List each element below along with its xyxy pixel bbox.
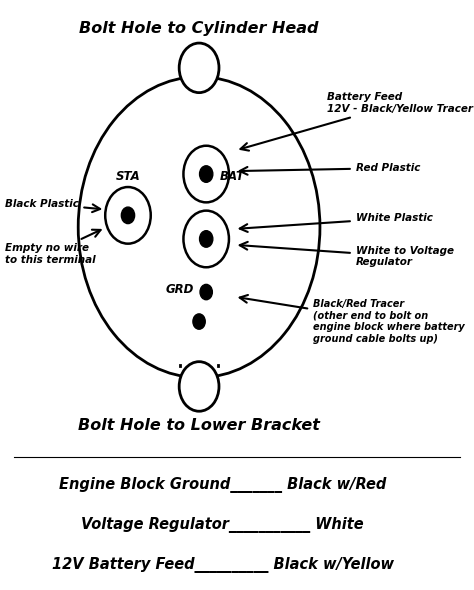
Circle shape [200, 231, 213, 247]
Text: White Plastic: White Plastic [240, 214, 432, 232]
Text: White to Voltage
Regulator: White to Voltage Regulator [240, 242, 454, 267]
Text: Bolt Hole to Cylinder Head: Bolt Hole to Cylinder Head [79, 21, 319, 36]
Text: Black/Red Tracer
(other end to bolt on
engine block where battery
ground cable b: Black/Red Tracer (other end to bolt on e… [240, 295, 465, 344]
Text: Battery Feed
12V - Black/Yellow Tracer: Battery Feed 12V - Black/Yellow Tracer [240, 93, 473, 150]
Circle shape [78, 77, 320, 378]
Circle shape [105, 187, 151, 244]
Circle shape [200, 284, 212, 300]
Text: Empty no wire
to this terminal: Empty no wire to this terminal [5, 230, 100, 264]
Circle shape [121, 207, 135, 224]
Text: 12V Battery Feed__________ Black w/Yellow: 12V Battery Feed__________ Black w/Yello… [52, 557, 394, 573]
Text: Black Plastic: Black Plastic [5, 199, 100, 212]
Circle shape [179, 43, 219, 93]
Circle shape [183, 146, 229, 202]
Circle shape [179, 362, 219, 411]
Text: Bolt Hole to Lower Bracket: Bolt Hole to Lower Bracket [78, 418, 320, 434]
Circle shape [200, 166, 213, 182]
Text: BAT: BAT [220, 171, 245, 183]
Text: STA: STA [116, 171, 140, 183]
Text: GRD: GRD [166, 283, 194, 296]
Text: Voltage Regulator___________ White: Voltage Regulator___________ White [82, 517, 364, 533]
Text: Engine Block Ground_______ Black w/Red: Engine Block Ground_______ Black w/Red [59, 477, 386, 493]
Text: Red Plastic: Red Plastic [240, 163, 420, 175]
Circle shape [193, 314, 205, 329]
Circle shape [183, 211, 229, 267]
